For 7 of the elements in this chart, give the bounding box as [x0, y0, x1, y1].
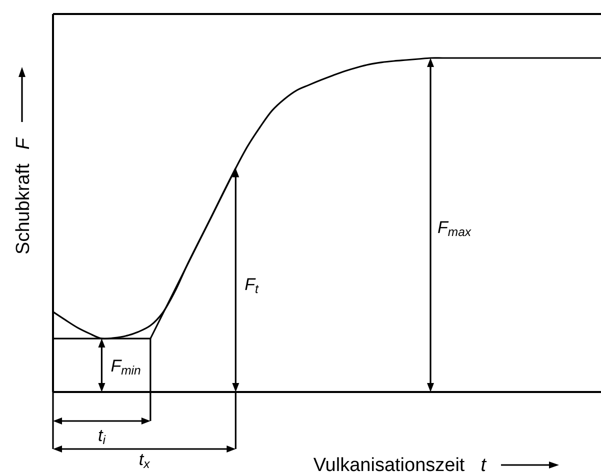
x-axis-title: Vulkanisationszeit t: [313, 455, 487, 475]
annotation: F$_{t}$: [244, 275, 260, 296]
text: t$_{x}$: [138, 450, 151, 471]
y-axis-title: Schubkraft F: [13, 136, 34, 254]
annotation: F$_{max}$: [438, 218, 472, 239]
text: t$_{i}$: [98, 426, 106, 447]
annotation: F$_{min}$: [110, 356, 142, 378]
